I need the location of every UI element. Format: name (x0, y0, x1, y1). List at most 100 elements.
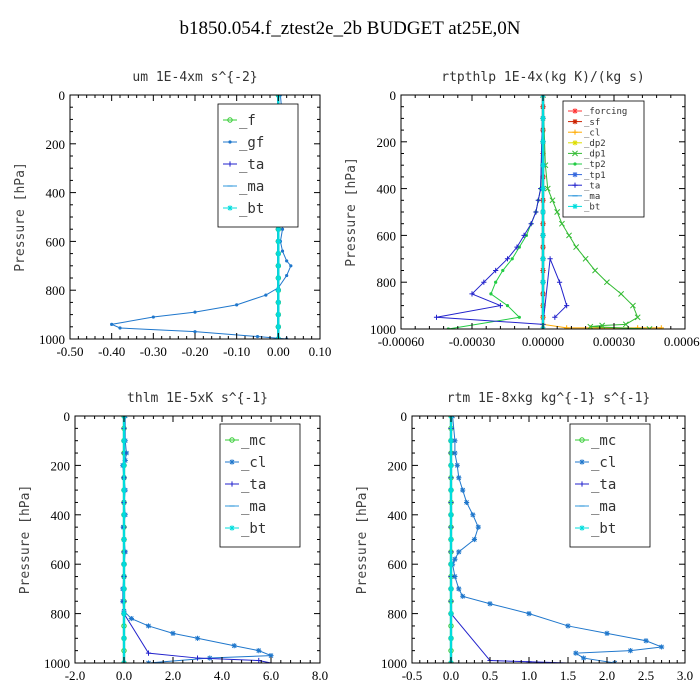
x-tick-label: 4.0 (214, 668, 230, 683)
data-point (128, 615, 134, 622)
legend-label: _f (239, 113, 256, 129)
data-point (552, 314, 558, 320)
data-point (514, 244, 520, 250)
x-tick-label: 3.0 (677, 668, 693, 683)
x-tick-label: 0.00000 (522, 334, 564, 349)
y-tick-label: 600 (46, 234, 66, 249)
data-point (256, 648, 262, 654)
data-point (618, 290, 625, 297)
data-point (275, 263, 281, 269)
legend-marker (227, 117, 233, 123)
legend-marker (579, 459, 585, 465)
series-line-tp2 (448, 95, 544, 329)
y-tick-label: 200 (51, 458, 71, 473)
data-point (193, 330, 197, 334)
data-point (448, 536, 454, 543)
data-point (565, 623, 571, 629)
data-point (121, 611, 127, 617)
data-point (464, 499, 470, 506)
legend-marker (572, 203, 578, 209)
x-tick-label: -0.30 (140, 344, 167, 359)
data-point (556, 279, 563, 285)
data-point (540, 139, 546, 145)
data-point (558, 220, 565, 227)
legend: _mc _cl _ta _ma _bt (219, 423, 301, 548)
y-tick-label: 1000 (370, 322, 396, 337)
x-tick-label: 0.0 (443, 668, 459, 683)
legend-marker (573, 162, 577, 166)
data-point (494, 280, 498, 284)
data-point (280, 227, 285, 231)
data-point (629, 302, 636, 309)
data-point (635, 325, 641, 329)
page-title: b1850.054.f_ztest2e_2b BUDGET at25E,0N (179, 18, 521, 39)
data-point (493, 267, 499, 274)
y-tick-label: 1000 (39, 332, 65, 347)
data-point (573, 244, 580, 251)
data-point (256, 657, 262, 663)
series-line-cl (452, 416, 662, 663)
legend-marker (579, 481, 585, 487)
data-point (581, 655, 587, 661)
data-point (121, 487, 127, 493)
legend-label: _tp1 (584, 171, 606, 181)
x-tick-label: -0.10 (223, 344, 250, 359)
data-point (193, 310, 197, 314)
legend-label: _bt (591, 521, 616, 537)
data-point (433, 314, 440, 320)
data-point (110, 322, 114, 326)
data-point (540, 209, 546, 215)
data-point (544, 185, 551, 192)
legend-marker (579, 525, 585, 531)
y-tick-label: 0 (390, 88, 397, 103)
data-point (121, 462, 127, 468)
y-tick-label: 800 (46, 283, 66, 298)
data-point (275, 238, 281, 244)
legend-marker (229, 459, 235, 465)
legend-label: _ma (241, 499, 266, 515)
data-point (122, 457, 128, 464)
y-axis-label: Pressure [hPa] (13, 162, 28, 272)
y-tick-label: 1000 (44, 656, 70, 671)
legend-label: _ma (584, 192, 600, 202)
chart-title: um 1E-4xm s^{-2} (132, 70, 257, 85)
data-point (289, 264, 293, 268)
data-point (554, 209, 561, 215)
x-tick-label: -2.0 (65, 668, 86, 683)
legend-marker (572, 119, 578, 125)
y-tick-label: 800 (388, 607, 408, 622)
y-tick-label: 800 (51, 607, 71, 622)
y-tick-label: 1000 (381, 656, 407, 671)
data-point (118, 326, 122, 330)
data-point (121, 586, 127, 592)
y-axis-label: Pressure [hPa] (344, 157, 359, 267)
series-group (433, 95, 664, 329)
data-point (587, 323, 594, 329)
legend-label: _bt (241, 521, 266, 537)
x-tick-label: -0.5 (402, 668, 423, 683)
data-point (634, 314, 641, 321)
data-point (604, 630, 610, 636)
x-tick-label: 0.10 (309, 344, 332, 359)
y-tick-label: 200 (46, 137, 66, 152)
data-point (521, 232, 527, 238)
data-point (194, 655, 201, 661)
data-point (564, 325, 570, 329)
data-point (194, 635, 201, 641)
data-point (231, 643, 237, 649)
data-point (497, 303, 503, 309)
data-point (145, 650, 152, 656)
legend-label: _ta (591, 477, 616, 493)
legend: _forcing_sf_cl_dp2_dp1_tp2_tp1_ta_ma_bt (562, 100, 645, 218)
data-point (452, 556, 458, 562)
x-tick-label: 0.00060 (664, 334, 700, 349)
data-point (566, 232, 572, 239)
data-point (448, 487, 454, 493)
x-tick-label: 0.5 (482, 668, 498, 683)
x-tick-label: 0.00 (267, 344, 290, 359)
data-point (275, 324, 281, 330)
legend-label: _cl (241, 455, 266, 471)
legend-marker (572, 182, 578, 188)
data-point (275, 251, 281, 257)
